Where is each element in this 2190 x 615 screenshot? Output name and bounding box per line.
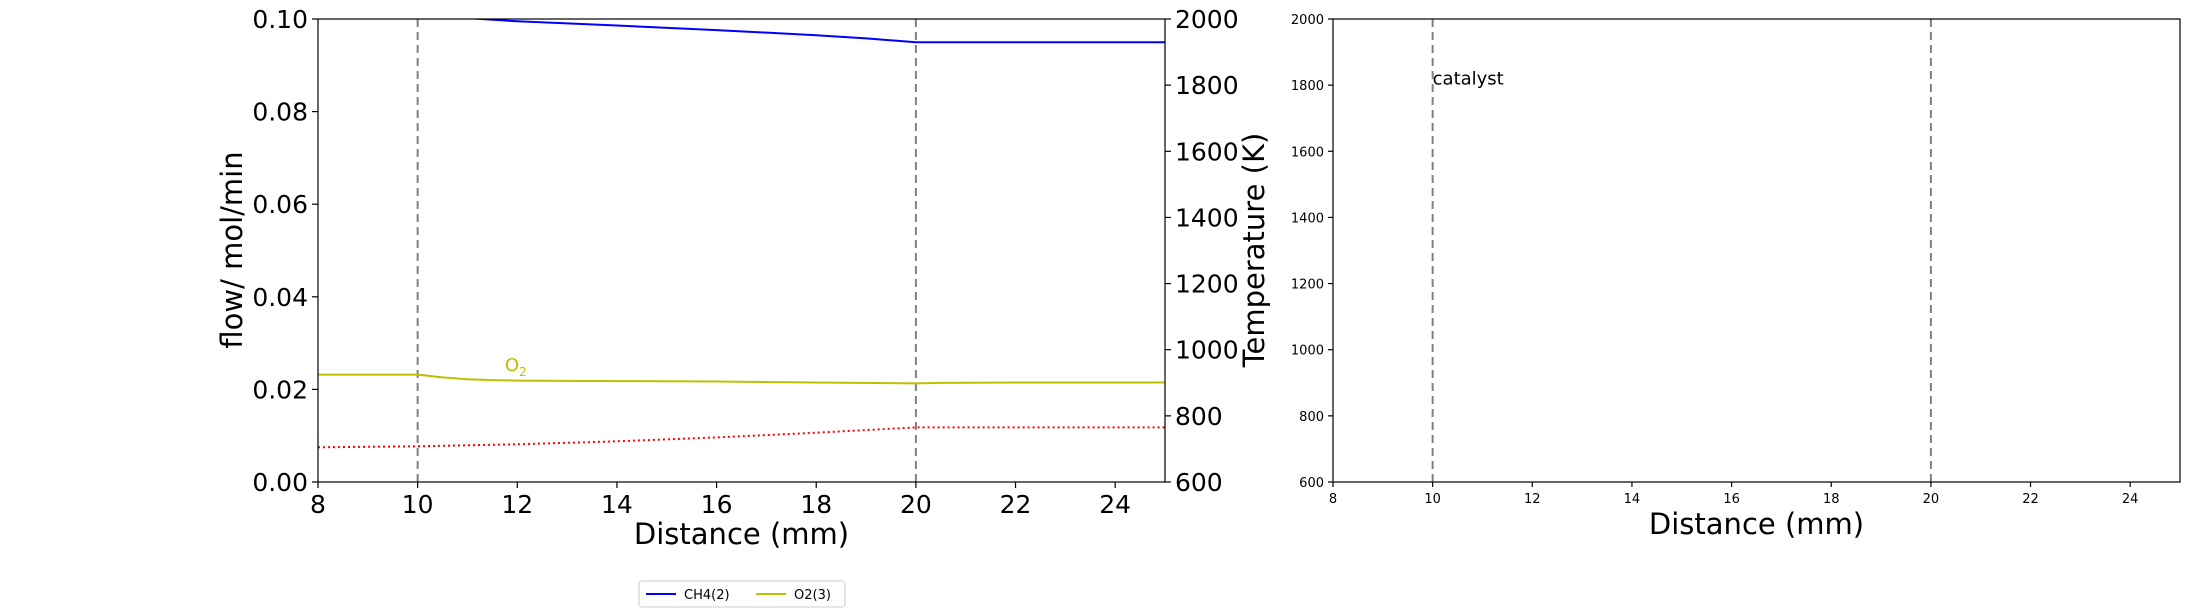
y-tick-label: 1800 (1291, 79, 1324, 94)
y-axis-title: flow/ mol/min (215, 151, 249, 348)
x-tick-label: 10 (1424, 492, 1441, 507)
y2-tick-label: 600 (1175, 468, 1223, 497)
y-tick-label: 0.10 (252, 5, 308, 34)
y-tick-label: 1200 (1291, 278, 1324, 293)
x-tick-label: 16 (701, 490, 733, 519)
y-tick-label: 1600 (1291, 145, 1324, 160)
series-line-dotted (318, 426, 1165, 449)
plot-frame (1332, 18, 2181, 483)
y-tick-label: 0.04 (252, 283, 308, 312)
left-chart: 8 10 12 14 16 18 20 22 24 0.00 0.02 0.04 0.06 0.08 0.1… (215, 5, 1271, 551)
x-tick-label: 10 (402, 490, 434, 519)
x-tick-label: 18 (800, 490, 832, 519)
right-chart: 8 10 12 14 16 18 20 22 24 600 800 1000 1200 1400 1600 1… (1291, 13, 2181, 541)
x-tick-label: 8 (1329, 492, 1337, 507)
x-tick-label: 20 (1923, 492, 1940, 507)
series-group (318, 19, 1165, 449)
y2-tick-label: 1000 (1175, 336, 1239, 365)
catalyst-annotation: catalyst (1433, 69, 1504, 90)
y-tick-label: 0.06 (252, 190, 308, 219)
series-line-ch4-2- (466, 19, 1165, 44)
y-tick-label: 2000 (1291, 13, 1324, 28)
y-tick-label: 1400 (1291, 211, 1324, 226)
y-tick-label: 600 (1299, 476, 1324, 491)
x-tick-label: 8 (310, 490, 326, 519)
y2-tick-label: 2000 (1175, 5, 1239, 34)
x-tick-label: 24 (2122, 492, 2139, 507)
y2-tick-label: 1600 (1175, 137, 1239, 166)
y2-tick-label: 1200 (1175, 270, 1239, 299)
x-axis-title: Distance (mm) (634, 517, 849, 551)
legend-label: O2(3) (794, 588, 831, 603)
x-tick-label: 14 (601, 490, 633, 519)
y-tick-label: 0.08 (252, 98, 308, 127)
x-tick-label: 14 (1624, 492, 1641, 507)
x-tick-label: 18 (1823, 492, 1840, 507)
y-tick-label: 0.02 (252, 375, 308, 404)
y2-tick-label: 800 (1175, 402, 1223, 431)
x-tick-label: 24 (1099, 490, 1131, 519)
series-line-o2-3- (318, 373, 1165, 385)
o2-annotation: O2 (505, 355, 527, 379)
x-tick-label: 16 (1723, 492, 1740, 507)
y2-axis-title: Temperature (K) (1237, 133, 1271, 369)
legend-box (638, 580, 846, 608)
x-tick-label: 22 (1000, 490, 1032, 519)
y-tick-label: 0.00 (252, 468, 308, 497)
x-tick-label: 12 (1524, 492, 1541, 507)
legend-label: CH4(2) (684, 588, 730, 603)
plot-frame (317, 18, 1166, 483)
x-tick-label: 12 (501, 490, 533, 519)
y-tick-label: 1000 (1291, 344, 1324, 359)
y2-tick-label: 1400 (1175, 203, 1239, 232)
x-axis-title: Distance (mm) (1649, 507, 1864, 541)
y2-tick-label: 1800 (1175, 71, 1239, 100)
legend: CH4(2) O2(3) (638, 580, 846, 608)
x-tick-label: 22 (2022, 492, 2039, 507)
x-tick-label: 20 (900, 490, 932, 519)
y-tick-label: 800 (1299, 410, 1324, 425)
